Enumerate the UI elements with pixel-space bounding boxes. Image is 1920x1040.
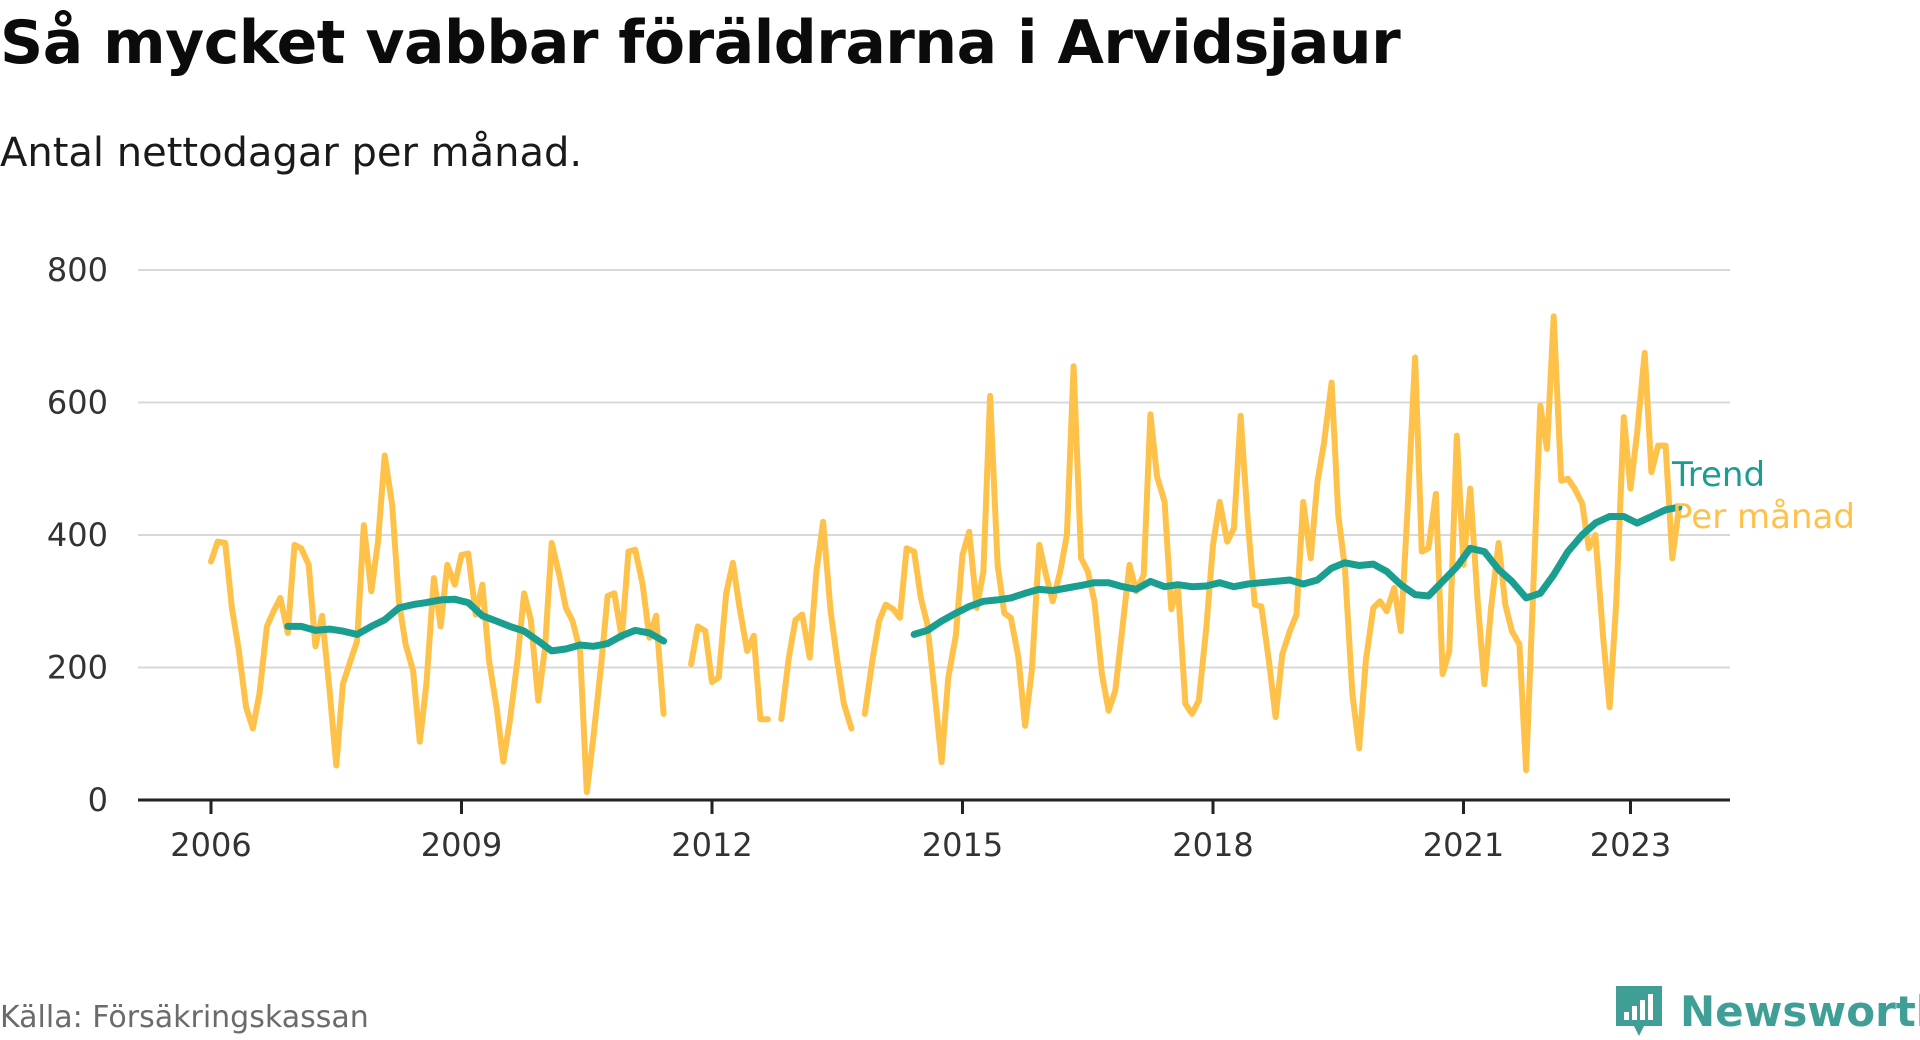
series-line-0 (208, 313, 1682, 795)
y-tick-label: 800 (47, 251, 108, 289)
newsworthy-logo-icon (1616, 986, 1662, 1036)
x-tick-label: 2009 (421, 826, 502, 864)
x-axis: 2006 2009 2012 2015 2018 2021 2023 (138, 798, 1730, 864)
chart-subtitle: Antal nettodagar per månad. (0, 130, 583, 176)
x-tick-label: 2012 (671, 826, 752, 864)
brand-name: Newsworthy (1680, 986, 1920, 1036)
series-label: Trend (1671, 455, 1765, 495)
series-label: Per månad (1672, 497, 1855, 537)
y-tick-label: 600 (47, 384, 108, 422)
source-note: Källa: Försäkringskassan (0, 1000, 369, 1035)
series-line-1 (284, 503, 1683, 655)
x-tick-label: 2006 (170, 826, 251, 864)
y-tick-label: 400 (47, 516, 108, 554)
x-tick-label: 2021 (1423, 826, 1504, 864)
x-tick-label: 2023 (1590, 826, 1671, 864)
chart-title: Så mycket vabbar föräldrarna i Arvidsjau… (0, 8, 1401, 78)
x-tick-label: 2015 (922, 826, 1003, 864)
x-tick-label: 2018 (1172, 826, 1253, 864)
y-tick-label: 200 (47, 649, 108, 687)
y-tick-label: 0 (88, 781, 108, 819)
y-axis-ticks: 0 200 400 600 800 (47, 251, 108, 819)
brand-logo[interactable]: Newsworthy (1612, 982, 1920, 1040)
series-lines (208, 313, 1683, 795)
